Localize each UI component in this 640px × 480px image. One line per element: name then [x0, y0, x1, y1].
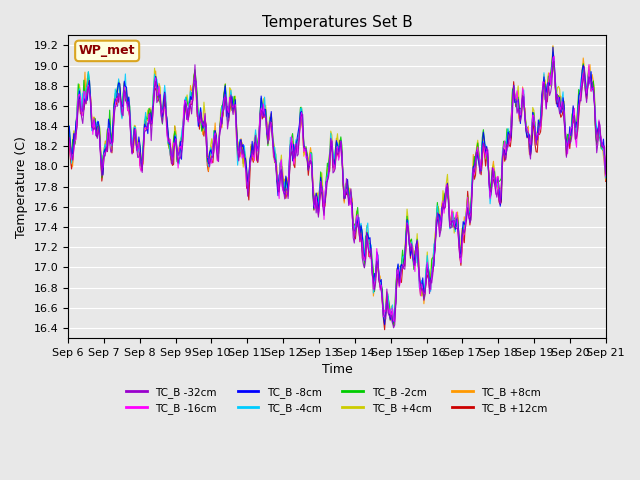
Y-axis label: Temperature (C): Temperature (C)	[15, 136, 28, 238]
X-axis label: Time: Time	[321, 363, 352, 376]
Title: Temperatures Set B: Temperatures Set B	[262, 15, 412, 30]
Text: WP_met: WP_met	[79, 45, 136, 58]
Legend: TC_B -32cm, TC_B -16cm, TC_B -8cm, TC_B -4cm, TC_B -2cm, TC_B +4cm, TC_B +8cm, T: TC_B -32cm, TC_B -16cm, TC_B -8cm, TC_B …	[122, 383, 552, 418]
